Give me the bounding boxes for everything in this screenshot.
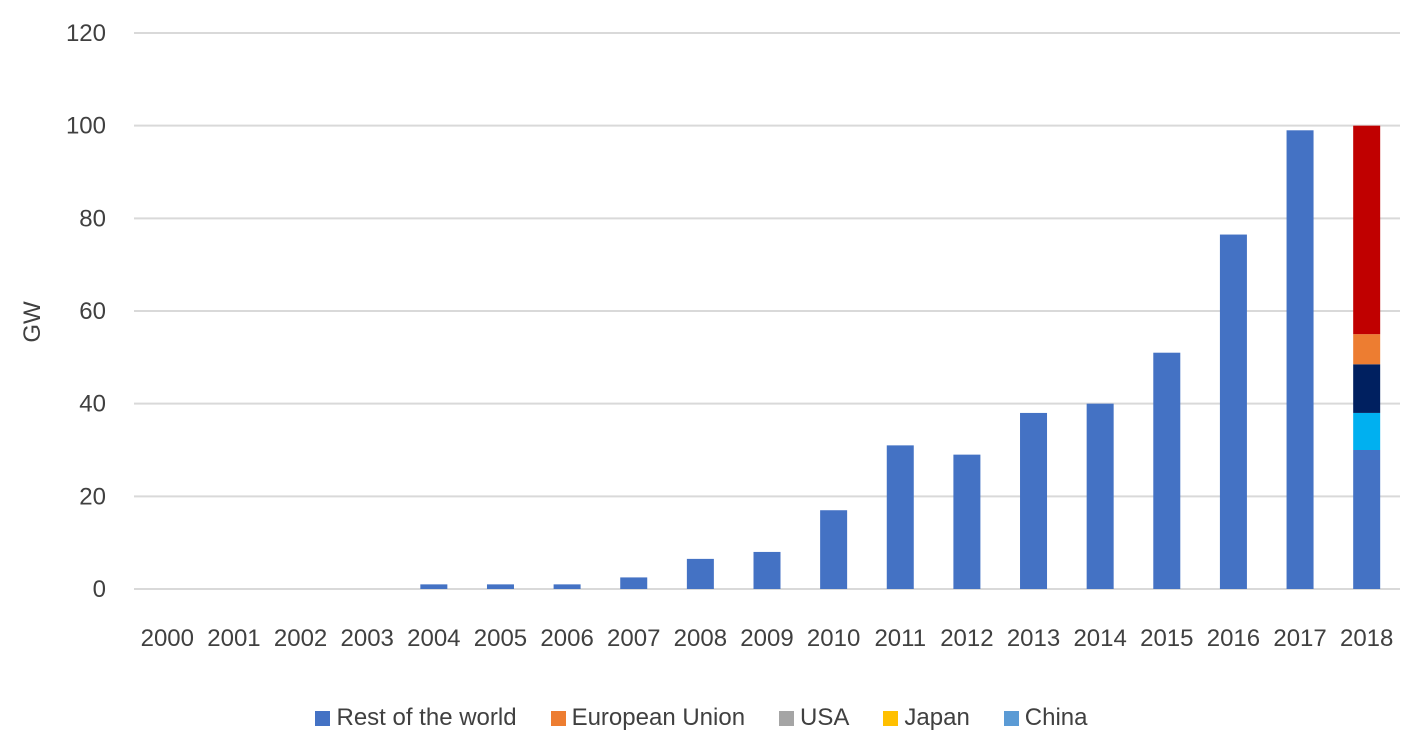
bar-2013-series-0 [1020,412,1048,589]
x-tick-label: 2005 [474,625,527,652]
legend-label: Japan [904,704,970,731]
bar-2011-series-0 [886,445,914,589]
bar-2015-series-0 [1153,352,1181,589]
bar-2008-series-0 [686,558,714,589]
x-tick-label: 2014 [1073,625,1126,652]
bar-2009-series-0 [753,551,781,589]
legend-item: European Union [550,704,746,732]
x-tick-label: 2000 [141,625,194,652]
y-tick-label: 40 [79,391,106,418]
legend-swatch [883,710,899,726]
y-tick-label: 60 [79,298,106,325]
x-tick-label: 2004 [407,625,460,652]
bar-2018-series-2 [1353,364,1381,413]
bar-2010-series-0 [820,510,848,589]
legend-swatch [779,710,795,726]
legend-item: USA [779,704,849,732]
bar-2018-series-3 [1353,334,1381,365]
bar-2014-series-0 [1086,403,1114,589]
y-tick-label: 20 [79,483,106,510]
x-tick-label: 2001 [207,625,260,652]
gridlines [134,32,1400,590]
bar-2017-series-0 [1286,130,1314,590]
legend-label: European Union [571,704,746,731]
legend-swatch [550,710,566,726]
x-tick-label: 2017 [1273,625,1326,652]
bar-2016-series-0 [1219,234,1247,590]
y-axis-label: GW [19,301,46,343]
x-tick-label: 2016 [1207,625,1260,652]
x-tick-label: 2013 [1007,625,1060,652]
x-tick-label: 2008 [674,625,727,652]
bar-2007-series-0 [620,577,648,589]
bar-2018-series-0 [1353,450,1381,589]
y-tick-label: 80 [79,205,106,232]
x-tick-labels: 2000 2001 2002 2003 2004 2005 2006 2007 2008 2009… [141,625,1394,652]
x-tick-label: 2012 [940,625,993,652]
x-tick-label: 2015 [1140,625,1193,652]
bar-2006-series-0 [553,584,581,589]
x-tick-label: 2007 [607,625,660,652]
x-tick-label: 2006 [540,625,593,652]
x-tick-label: 2011 [874,625,926,652]
bar-2012-series-0 [953,454,981,589]
bar-2018-series-1 [1353,412,1381,450]
x-tick-label: 2010 [807,625,860,652]
legend-item: Japan [883,704,970,732]
bars [420,125,1381,590]
bar-2004-series-0 [420,584,448,589]
y-tick-label: 120 [66,20,106,47]
legend-swatch [1003,710,1019,726]
x-tick-label: 2002 [274,625,327,652]
legend-label: Rest of the world [336,704,517,731]
bar-2005-series-0 [486,584,514,589]
legend: Rest of the world European Union USA Japan C… [0,700,1403,736]
legend-label: China [1024,704,1088,731]
legend-item: China [1003,704,1088,732]
y-tick-label: 100 [66,113,106,140]
legend-swatch [315,710,331,726]
bar-2018-series-4 [1353,125,1381,335]
x-tick-label: 2009 [740,625,793,652]
x-tick-label: 2003 [341,625,394,652]
y-tick-labels: 0 20 40 60 80 100 120 [66,20,106,603]
legend-item: Rest of the world [315,704,517,732]
x-tick-label: 2018 [1340,625,1393,652]
y-tick-label: 0 [93,576,106,603]
legend-label: USA [800,704,850,731]
